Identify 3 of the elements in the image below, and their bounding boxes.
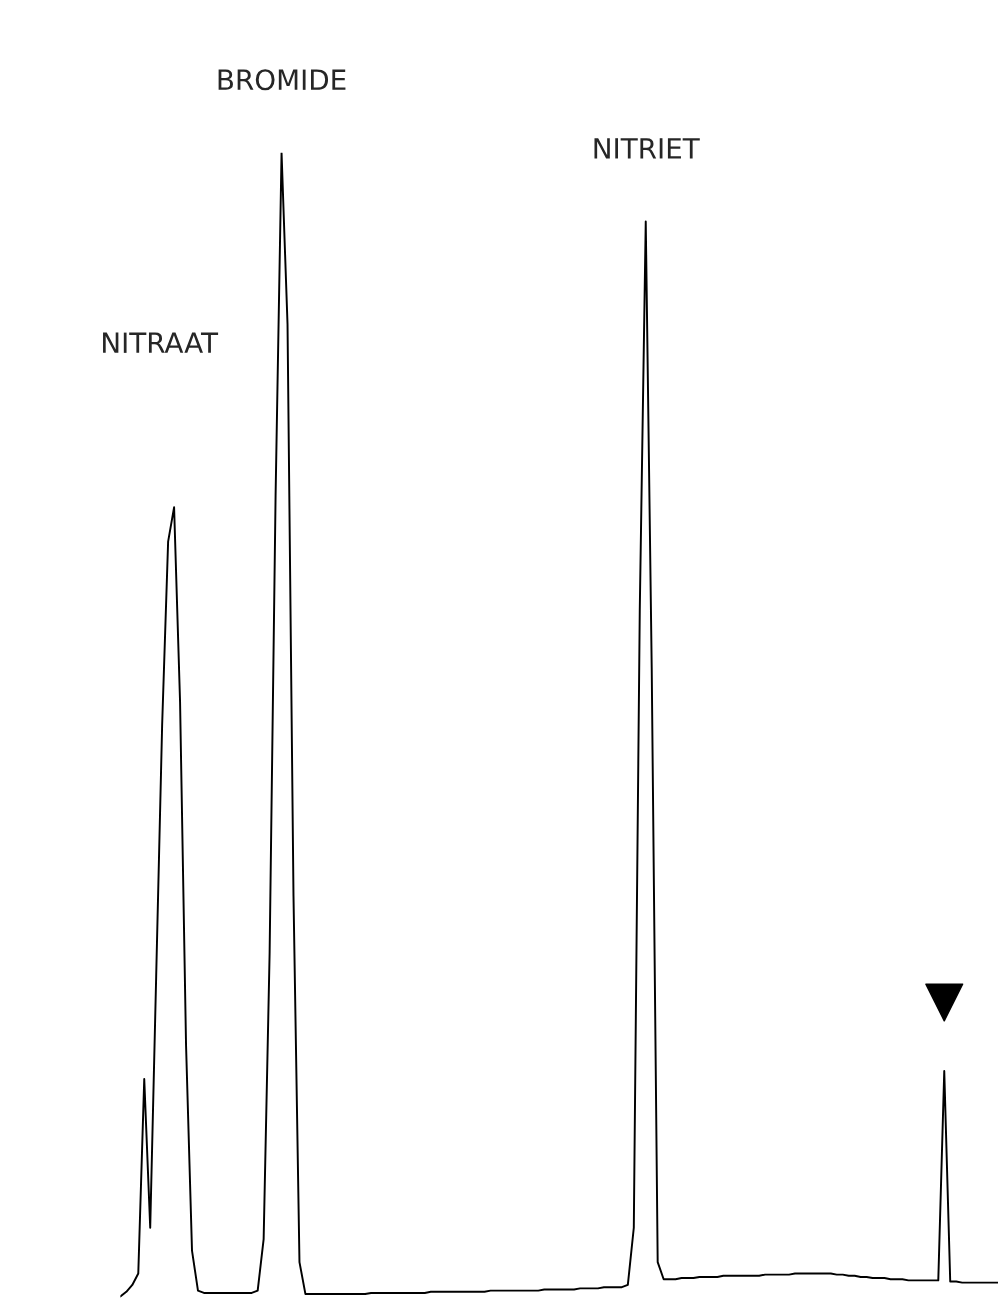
text: BROMIDE [218, 69, 346, 91]
annotation: NITRAAT [103, 332, 219, 353]
annotation: NITRIET [594, 138, 700, 159]
